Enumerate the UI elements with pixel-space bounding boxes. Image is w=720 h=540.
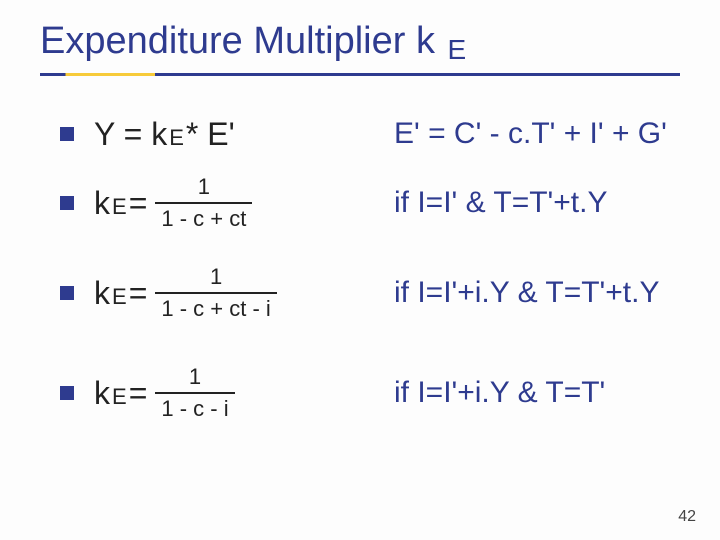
eq2-a: k bbox=[94, 185, 110, 222]
eq2-b: = bbox=[129, 185, 148, 222]
equation-left-3: k E = 1 1 - c + ct - i bbox=[94, 264, 394, 323]
bullet-row-1: Y = k E * E' E' = C' - c.T' + I' + G' bbox=[60, 110, 680, 158]
frac4-den: 1 - c - i bbox=[155, 392, 234, 422]
eq4-a: k bbox=[94, 375, 110, 412]
condition-2: if I=I' & T=T'+t.Y bbox=[394, 186, 608, 220]
bullet-row-2: k E = 1 1 - c + ct if I=I' & T=T'+t.Y bbox=[60, 164, 680, 242]
bullet-icon bbox=[60, 127, 74, 141]
eq3-sub: E bbox=[112, 284, 127, 310]
eq4-b: = bbox=[129, 375, 148, 412]
slide-number: 42 bbox=[678, 508, 696, 526]
title-main: Expenditure Multiplier k bbox=[40, 20, 435, 62]
bullet-row-4: k E = 1 1 - c - i if I=I'+i.Y & T=T' bbox=[60, 352, 680, 434]
bullet-icon bbox=[60, 386, 74, 400]
eq3-b: = bbox=[129, 275, 148, 312]
condition-1: E' = C' - c.T' + I' + G' bbox=[394, 117, 667, 151]
bullet-icon bbox=[60, 286, 74, 300]
title-subscript: E bbox=[448, 34, 467, 65]
eq3-a: k bbox=[94, 275, 110, 312]
fraction-2: 1 1 - c + ct bbox=[155, 174, 252, 233]
frac2-num: 1 bbox=[192, 174, 216, 202]
equation-left-2: k E = 1 1 - c + ct bbox=[94, 174, 394, 233]
bullet-icon bbox=[60, 196, 74, 210]
frac3-num: 1 bbox=[204, 264, 228, 292]
bullet-row-3: k E = 1 1 - c + ct - i if I=I'+i.Y & T=T… bbox=[60, 252, 680, 334]
title-area: Expenditure Multiplier k E bbox=[40, 20, 680, 76]
frac3-den: 1 - c + ct - i bbox=[155, 292, 276, 322]
eq4-sub: E bbox=[112, 384, 127, 410]
content-area: Y = k E * E' E' = C' - c.T' + I' + G' k … bbox=[60, 110, 680, 440]
fraction-4: 1 1 - c - i bbox=[155, 364, 234, 423]
slide-title: Expenditure Multiplier k E bbox=[40, 20, 680, 73]
eq1-a: Y = k bbox=[94, 116, 167, 153]
condition-4: if I=I'+i.Y & T=T' bbox=[394, 376, 605, 410]
frac2-den: 1 - c + ct bbox=[155, 202, 252, 232]
equation-left-1: Y = k E * E' bbox=[94, 116, 394, 153]
eq2-sub: E bbox=[112, 194, 127, 220]
frac4-num: 1 bbox=[183, 364, 207, 392]
equation-left-4: k E = 1 1 - c - i bbox=[94, 364, 394, 423]
title-underline bbox=[40, 73, 680, 76]
fraction-3: 1 1 - c + ct - i bbox=[155, 264, 276, 323]
eq1-sub: E bbox=[169, 125, 184, 151]
eq1-b: * E' bbox=[186, 116, 235, 153]
condition-3: if I=I'+i.Y & T=T'+t.Y bbox=[394, 276, 659, 310]
